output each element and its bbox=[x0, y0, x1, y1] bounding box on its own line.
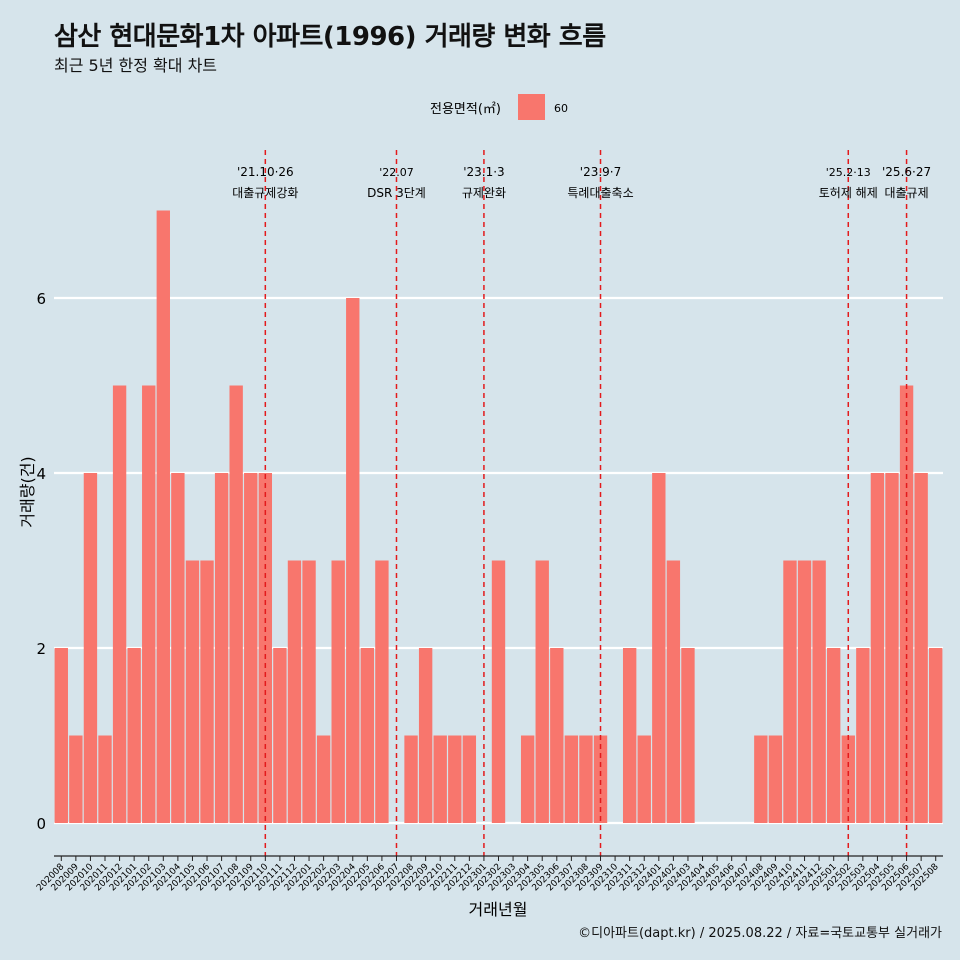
bar bbox=[448, 735, 462, 823]
event-label: 대출규제 bbox=[884, 186, 928, 200]
bar bbox=[929, 648, 943, 823]
chart-subtitle: 최근 5년 한정 확대 차트 bbox=[54, 56, 218, 75]
chart-title: 삼산 현대문화1차 아파트(1996) 거래량 변화 흐름 bbox=[54, 22, 606, 52]
bar bbox=[156, 210, 170, 823]
event-label: 규제완화 bbox=[462, 186, 506, 200]
bar bbox=[83, 473, 98, 823]
bar bbox=[185, 560, 200, 823]
bar bbox=[54, 648, 68, 823]
event-lines bbox=[264, 150, 908, 856]
bar bbox=[462, 735, 477, 823]
event-date: '25.2·13 bbox=[826, 166, 871, 179]
event-label: 대출규제강화 bbox=[232, 186, 298, 200]
bar bbox=[622, 648, 637, 823]
legend-title: 전용면적(㎡) bbox=[430, 102, 501, 117]
bar bbox=[346, 298, 360, 823]
bar bbox=[535, 560, 549, 823]
bar bbox=[579, 735, 593, 823]
bar bbox=[681, 648, 695, 823]
y-tick-label: 0 bbox=[36, 815, 46, 833]
bar bbox=[841, 735, 855, 823]
event-date: '23.9·7 bbox=[580, 165, 621, 179]
bar bbox=[856, 648, 870, 823]
event-annotations: '21.10·26 대출규제강화 '22.07 DSR 3단계 '23.1·3 규제완화 '… bbox=[232, 165, 931, 200]
bar bbox=[273, 648, 287, 823]
bar bbox=[171, 473, 185, 823]
bar bbox=[127, 648, 141, 823]
bar bbox=[593, 735, 608, 823]
x-axis-title: 거래년월 bbox=[469, 900, 528, 919]
bar bbox=[287, 560, 302, 823]
y-tick-label: 4 bbox=[36, 465, 46, 483]
legend-swatch bbox=[518, 94, 545, 120]
event-label: DSR 3단계 bbox=[367, 186, 426, 200]
y-tick-label: 6 bbox=[36, 290, 46, 308]
bar bbox=[375, 560, 389, 823]
bar bbox=[783, 560, 797, 823]
bar bbox=[244, 473, 258, 823]
bar bbox=[637, 735, 651, 823]
bar bbox=[69, 735, 83, 823]
bar bbox=[433, 735, 447, 823]
bar bbox=[302, 560, 316, 823]
bar bbox=[142, 385, 156, 823]
bar bbox=[652, 473, 666, 823]
bar bbox=[360, 648, 375, 823]
bar bbox=[914, 473, 928, 823]
legend: 전용면적(㎡) 60 bbox=[430, 94, 568, 120]
event-date: '23.1·3 bbox=[463, 165, 504, 179]
bar bbox=[491, 560, 506, 823]
event-date: '21.10·26 bbox=[237, 165, 294, 179]
bar bbox=[200, 560, 214, 823]
bar bbox=[331, 560, 345, 823]
bar bbox=[214, 473, 229, 823]
bars bbox=[54, 210, 943, 823]
bar bbox=[564, 735, 579, 823]
legend-label: 60 bbox=[554, 102, 568, 115]
bar bbox=[768, 735, 783, 823]
bar bbox=[812, 560, 826, 823]
bar bbox=[418, 648, 433, 823]
bar bbox=[666, 560, 681, 823]
source-caption: ©디아파트(dapt.kr) / 2025.08.22 / 자료=국토교통부 실… bbox=[578, 926, 942, 941]
bar bbox=[797, 560, 812, 823]
event-label: 특례대출축소 bbox=[567, 186, 633, 200]
bar bbox=[229, 385, 243, 823]
bar bbox=[98, 735, 112, 823]
y-tick-label: 2 bbox=[36, 640, 46, 658]
bar bbox=[827, 648, 841, 823]
bar bbox=[870, 473, 885, 823]
bar bbox=[316, 735, 331, 823]
bar bbox=[754, 735, 768, 823]
bar bbox=[404, 735, 418, 823]
event-label: 토허제 해제 bbox=[819, 186, 878, 200]
bar bbox=[550, 648, 564, 823]
event-date: '25.6·27 bbox=[882, 165, 931, 179]
event-date: '22.07 bbox=[379, 166, 414, 179]
bar bbox=[885, 473, 899, 823]
bar bbox=[112, 385, 127, 823]
y-axis-title: 거래량(건) bbox=[18, 456, 37, 527]
bar bbox=[520, 735, 535, 823]
